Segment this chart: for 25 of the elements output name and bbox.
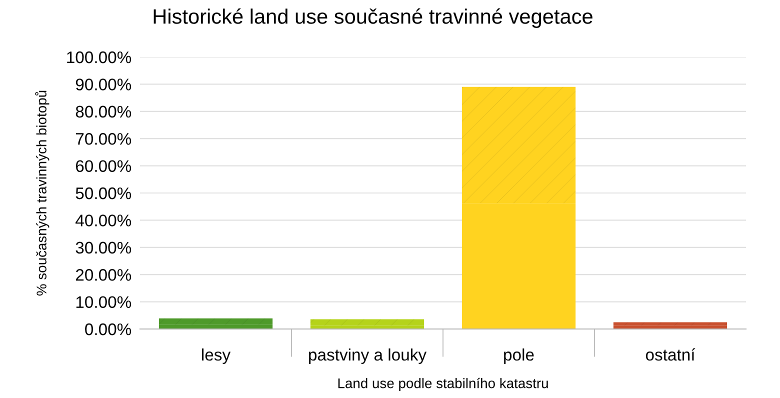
bar	[310, 319, 424, 326]
x-tick-label: lesy	[202, 348, 231, 364]
y-tick-label: 30.00%	[76, 242, 132, 254]
x-tick-label: ostatní	[646, 348, 696, 361]
y-tick-label: 100.00%	[67, 51, 132, 64]
y-tick-label: 60.00%	[76, 160, 132, 172]
y-tick-label: 80.00%	[76, 106, 132, 118]
bar	[462, 86, 576, 204]
y-tick-label: 0.00%	[85, 323, 132, 336]
chart-title: Historické land use současné travinné vegetace	[154, 8, 592, 28]
bar	[310, 326, 424, 329]
bar	[462, 203, 576, 329]
y-tick-label: 20.00%	[76, 269, 132, 281]
y-axis-title: % současných travinných biotopů	[35, 90, 50, 296]
x-tick-label: pole	[504, 348, 534, 364]
x-tick-label: pastviny a louky	[309, 348, 427, 364]
bar	[613, 326, 728, 329]
y-tick-label: 10.00%	[76, 296, 132, 308]
bar	[613, 322, 728, 326]
y-tick-label: 40.00%	[76, 214, 132, 226]
y-tick-label: 50.00%	[76, 187, 132, 200]
y-tick-label: 90.00%	[76, 78, 132, 90]
bar	[158, 318, 273, 325]
x-axis-title: Land use podle stabilního katastru	[338, 378, 548, 391]
y-tick-label: 70.00%	[76, 133, 132, 145]
